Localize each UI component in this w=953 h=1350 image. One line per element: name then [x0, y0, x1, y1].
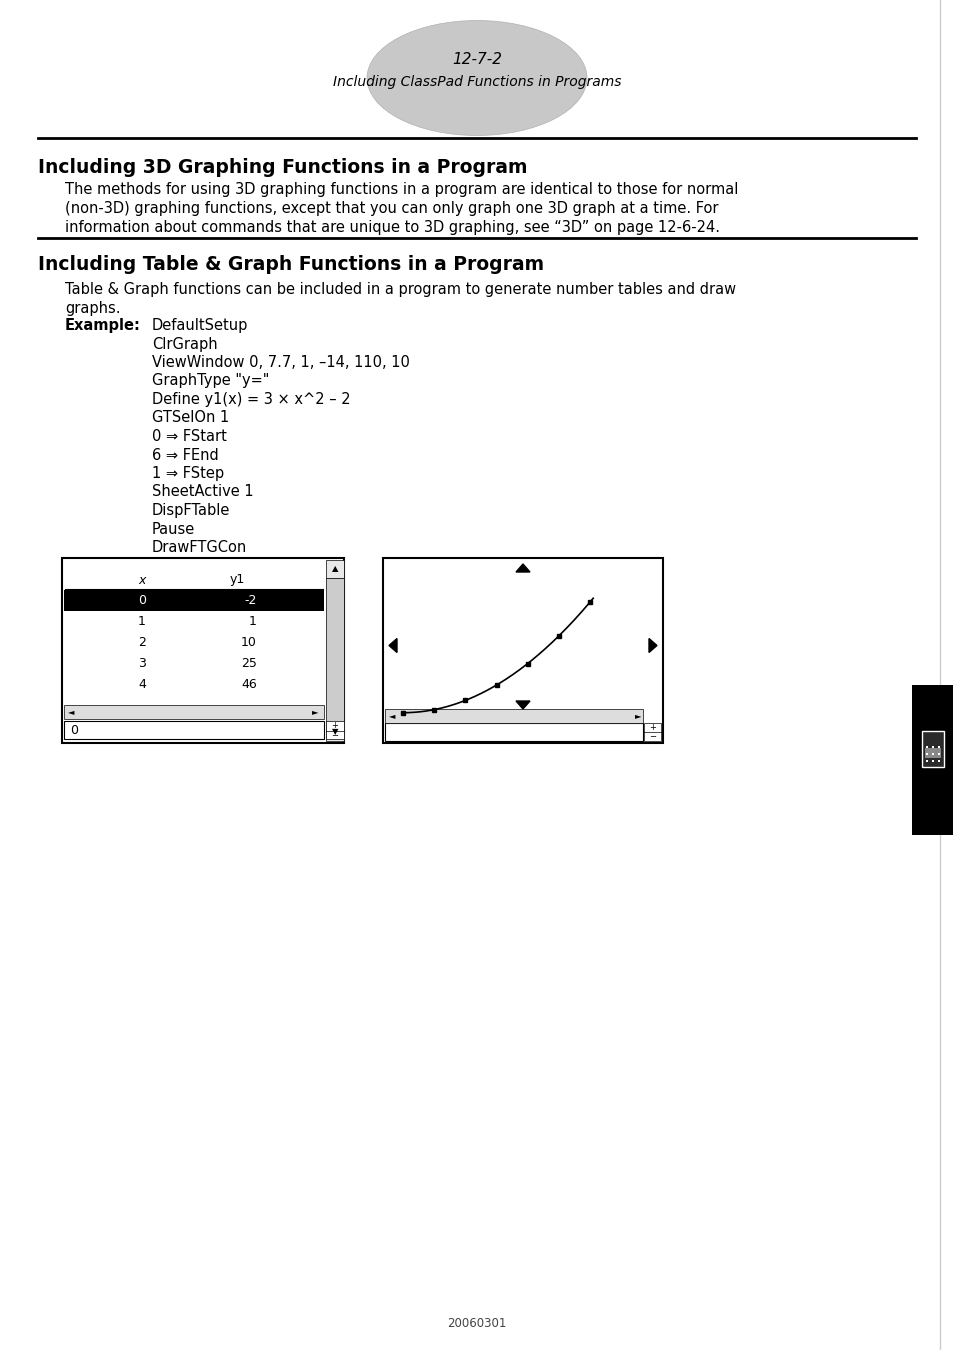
Bar: [385, 709, 642, 724]
Text: DrawFTGCon: DrawFTGCon: [152, 540, 247, 555]
Text: Including 3D Graphing Functions in a Program: Including 3D Graphing Functions in a Pro…: [38, 158, 527, 177]
Text: Table & Graph functions can be included in a program to generate number tables a: Table & Graph functions can be included …: [65, 282, 736, 297]
Text: 1 ⇒ FStep: 1 ⇒ FStep: [152, 466, 224, 481]
Text: Pause: Pause: [152, 521, 195, 536]
Text: 4: 4: [138, 678, 146, 691]
Text: (non-3D) graphing functions, except that you can only graph one 3D graph at a ti: (non-3D) graphing functions, except that…: [65, 201, 718, 216]
Bar: [911, 684, 953, 836]
Text: +: +: [332, 721, 338, 730]
Text: Example:: Example:: [65, 319, 141, 333]
Text: 3: 3: [138, 657, 146, 670]
Text: Including Table & Graph Functions in a Program: Including Table & Graph Functions in a P…: [38, 255, 543, 274]
Bar: [64, 590, 324, 612]
Text: 0 ⇒ FStart: 0 ⇒ FStart: [152, 429, 227, 444]
Text: 10: 10: [241, 636, 256, 649]
Text: −: −: [331, 732, 338, 741]
Text: 0: 0: [70, 724, 78, 737]
Text: 20060301: 20060301: [447, 1318, 506, 1330]
Text: ►: ►: [312, 707, 317, 717]
Text: 1: 1: [249, 616, 256, 628]
Bar: [326, 724, 344, 741]
Ellipse shape: [367, 20, 586, 135]
Text: y1: y1: [229, 574, 244, 586]
Text: 25: 25: [241, 657, 256, 670]
Text: graphs.: graphs.: [65, 301, 120, 316]
Bar: [64, 721, 324, 738]
Text: GraphType "y=": GraphType "y=": [152, 374, 269, 389]
Bar: [921, 730, 943, 767]
Text: x: x: [138, 574, 146, 586]
Polygon shape: [516, 564, 530, 572]
Bar: [385, 724, 642, 741]
Text: −: −: [649, 733, 656, 741]
Text: +: +: [649, 722, 656, 732]
Text: Define y1(x) = 3 × x^2 – 2: Define y1(x) = 3 × x^2 – 2: [152, 392, 351, 406]
Text: ClrGraph: ClrGraph: [152, 336, 217, 351]
Text: The methods for using 3D graphing functions in a program are identical to those : The methods for using 3D graphing functi…: [65, 182, 738, 197]
Text: 12-7-2: 12-7-2: [452, 53, 501, 68]
Text: ▲: ▲: [332, 564, 338, 574]
Text: 46: 46: [241, 678, 256, 691]
Bar: [326, 578, 344, 724]
Text: SheetActive 1: SheetActive 1: [152, 485, 253, 500]
Text: 1: 1: [138, 616, 146, 628]
Text: ◄: ◄: [68, 707, 74, 717]
Polygon shape: [516, 701, 530, 709]
Bar: [326, 560, 344, 578]
Text: ViewWindow 0, 7.7, 1, –14, 110, 10: ViewWindow 0, 7.7, 1, –14, 110, 10: [152, 355, 410, 370]
Text: DefaultSetup: DefaultSetup: [152, 319, 248, 333]
Text: ►: ►: [634, 711, 640, 721]
Text: information about commands that are unique to 3D graphing, see “3D” on page 12-6: information about commands that are uniq…: [65, 220, 720, 235]
Bar: [382, 558, 662, 742]
Text: 2: 2: [138, 636, 146, 649]
Polygon shape: [648, 639, 657, 652]
Bar: [64, 705, 324, 720]
Text: DispFTable: DispFTable: [152, 504, 230, 518]
Text: -2: -2: [244, 594, 256, 608]
Bar: [326, 721, 344, 738]
Text: ◄: ◄: [389, 711, 395, 721]
Bar: [924, 748, 940, 757]
Polygon shape: [389, 639, 396, 652]
Text: Including ClassPad Functions in Programs: Including ClassPad Functions in Programs: [333, 76, 620, 89]
Bar: [643, 724, 660, 741]
Text: 6 ⇒ FEnd: 6 ⇒ FEnd: [152, 447, 218, 463]
Bar: [62, 558, 344, 742]
Text: ▼: ▼: [332, 728, 338, 737]
Text: 0: 0: [138, 594, 146, 608]
Text: GTSelOn 1: GTSelOn 1: [152, 410, 229, 425]
